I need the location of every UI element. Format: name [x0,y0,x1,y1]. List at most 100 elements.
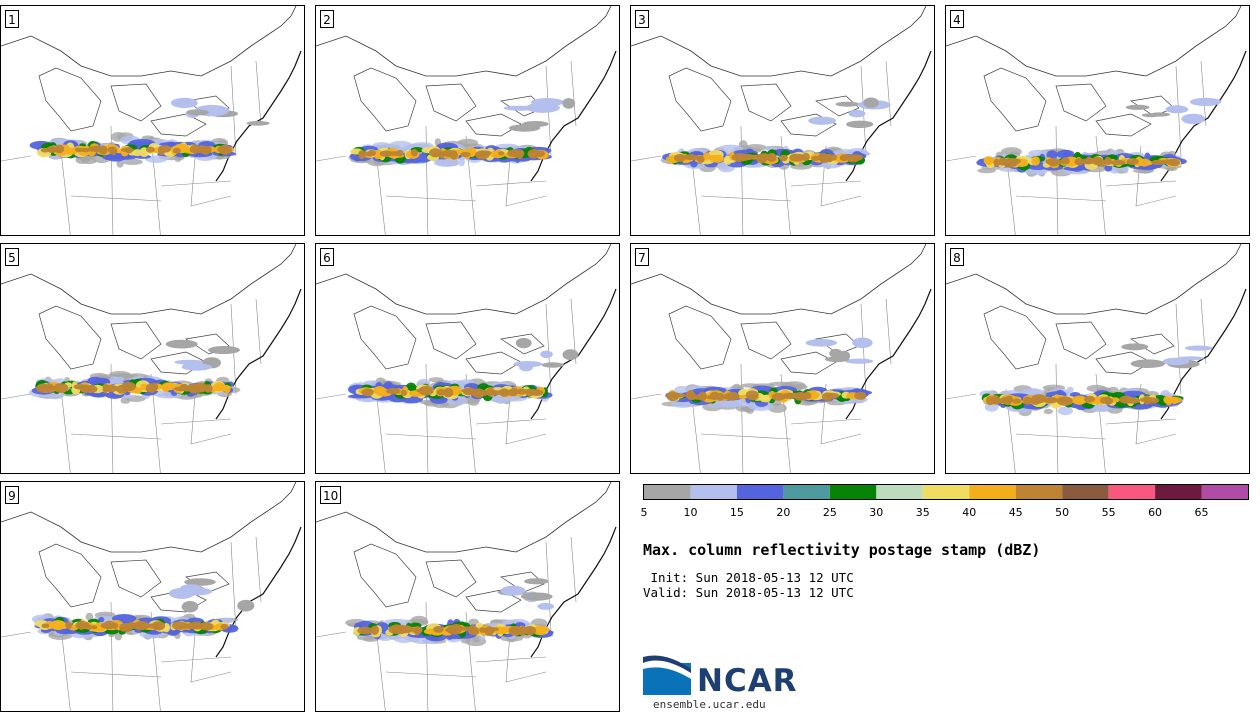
reflectivity-cell [510,387,519,397]
map-boundary [1,60,262,235]
reflectivity-cell [188,383,200,394]
reflectivity-cell [805,339,838,347]
member-number: 6 [320,248,334,266]
reflectivity-cell [984,402,999,412]
reflectivity-cell [418,385,434,396]
member-number: 5 [5,248,19,266]
colorbar-segment [690,485,737,499]
member-number: 8 [950,248,964,266]
reflectivity-cell [808,116,836,125]
reflectivity-cell [789,153,805,162]
reflectivity-map [1,482,302,711]
reflectivity-cell [393,151,400,156]
reflectivity-cell [437,161,455,167]
reflectivity-cell [1110,159,1126,166]
reflectivity-cell [1056,396,1073,406]
map-boundary [215,50,302,182]
ncar-logo-text: NCAR [697,663,798,699]
reflectivity-cell [50,620,66,631]
colorbar-segment [736,485,784,499]
reflectivity-cell [500,585,526,596]
reflectivity-cell [98,145,108,155]
colorbar-segment [1155,485,1202,499]
reflectivity-cell [993,158,1001,167]
map-boundary [946,298,1207,473]
reflectivity-cell [530,98,564,107]
reflectivity-cell [1121,343,1149,351]
reflectivity-cell [737,394,749,399]
reflectivity-cell [845,358,874,364]
map-boundary [353,305,545,375]
member-number: 10 [320,486,342,504]
map-boundary [983,305,1175,375]
member-panel: 3 [630,5,935,236]
reflectivity-cell [370,625,380,635]
reflectivity-cell [541,362,564,368]
reflectivity-cell [1012,398,1021,404]
reflectivity-cell [1022,396,1032,405]
colorbar-segment [783,485,830,499]
reflectivity-cell [85,612,94,621]
reflectivity-cell [450,626,461,635]
reflectivity-map [946,244,1247,473]
reflectivity-cell [65,621,73,630]
map-boundary [316,536,577,711]
map-boundary [316,244,612,315]
reflectivity-cell [180,584,202,592]
reflectivity-cell [762,395,771,403]
map-boundary [1,6,297,77]
reflectivity-cell [170,97,198,108]
reflectivity-cell [80,148,91,153]
reflectivity-cell [151,382,158,392]
reflectivity-cell [442,149,455,157]
reflectivity-cell [527,149,541,159]
reflectivity-cell [1139,397,1152,403]
member-number: 2 [320,10,334,28]
reflectivity-map [946,6,1247,235]
member-panel: 9 [0,481,305,712]
reflectivity-cell [393,634,415,643]
colorbar-tick-label: 45 [1008,506,1023,519]
reflectivity-cell [693,394,705,400]
reflectivity-cell [386,388,401,395]
map-boundary [631,60,892,235]
reflectivity-cell [1126,158,1139,166]
reflectivity-cell [670,393,687,398]
colorbar-tick-label: 55 [1101,506,1116,519]
reflectivity-cell [110,147,118,156]
map-boundary [38,305,230,375]
reflectivity-cell [513,361,543,368]
reflectivity-cell [684,155,701,160]
reflectivity-cell [1130,359,1166,368]
colorbar-tick-label: 20 [776,506,791,519]
member-panel: 2 [315,5,620,236]
reflectivity-cell [186,109,209,116]
map-boundary [668,67,860,137]
reflectivity-cell [852,337,873,349]
reflectivity-cell [847,154,860,163]
colorbar-segment [644,485,691,499]
map-boundary [353,543,545,613]
reflectivity-cell [436,389,447,396]
map-boundary [38,543,230,613]
map-boundary [668,305,860,375]
reflectivity-cell [184,578,216,586]
reflectivity-cell [1165,105,1189,114]
valid-time: Valid: Sun 2018-05-13 12 UTC [643,585,854,600]
reflectivity-cell [458,156,465,167]
reflectivity-cell [524,578,549,585]
colorbar-tick-label: 40 [962,506,977,519]
reflectivity-cell [846,120,874,128]
reflectivity-cell [1063,166,1083,171]
reflectivity-cell [428,377,444,383]
reflectivity-cell [1003,157,1017,168]
reflectivity-cell [495,143,519,150]
member-number: 3 [635,10,649,28]
member-number: 4 [950,10,964,28]
map-boundary [946,6,1242,77]
ncar-logo-icon [643,655,691,695]
reflectivity-cell [100,622,116,629]
member-panel: 8 [945,243,1250,474]
reflectivity-cell [400,389,407,396]
reflectivity-cell [510,627,522,634]
